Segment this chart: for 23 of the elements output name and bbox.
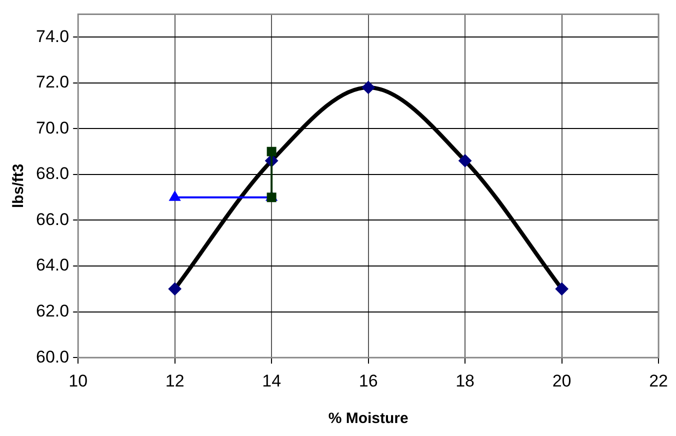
y-tick-label: 66.0 bbox=[36, 210, 70, 229]
x-tick-label: 12 bbox=[165, 371, 184, 390]
x-tick-label: 20 bbox=[552, 371, 572, 390]
y-tick-label: 72.0 bbox=[36, 72, 70, 92]
x-tick-label: 10 bbox=[68, 371, 88, 390]
y-tick-label: 62.0 bbox=[36, 302, 70, 320]
y-axis-title: lbs/ft3 bbox=[10, 164, 28, 208]
point bbox=[555, 282, 568, 296]
y-tick-label: 74.0 bbox=[36, 26, 70, 46]
point bbox=[458, 154, 472, 168]
point bbox=[266, 146, 276, 156]
y-tick-label: 68.0 bbox=[36, 164, 70, 184]
point bbox=[168, 282, 182, 296]
x-tick-label: 16 bbox=[358, 371, 378, 390]
x-tick-label: 22 bbox=[649, 371, 668, 390]
x-axis-title: % Moisture bbox=[328, 410, 408, 428]
point bbox=[266, 192, 276, 202]
point bbox=[362, 80, 375, 94]
y-tick-label: 70.0 bbox=[36, 118, 70, 138]
y-tick-label: 64.0 bbox=[36, 256, 70, 275]
y-tick-label: 60.0 bbox=[36, 347, 70, 366]
x-tick-label: 18 bbox=[456, 371, 475, 390]
x-tick-label: 14 bbox=[262, 371, 282, 390]
